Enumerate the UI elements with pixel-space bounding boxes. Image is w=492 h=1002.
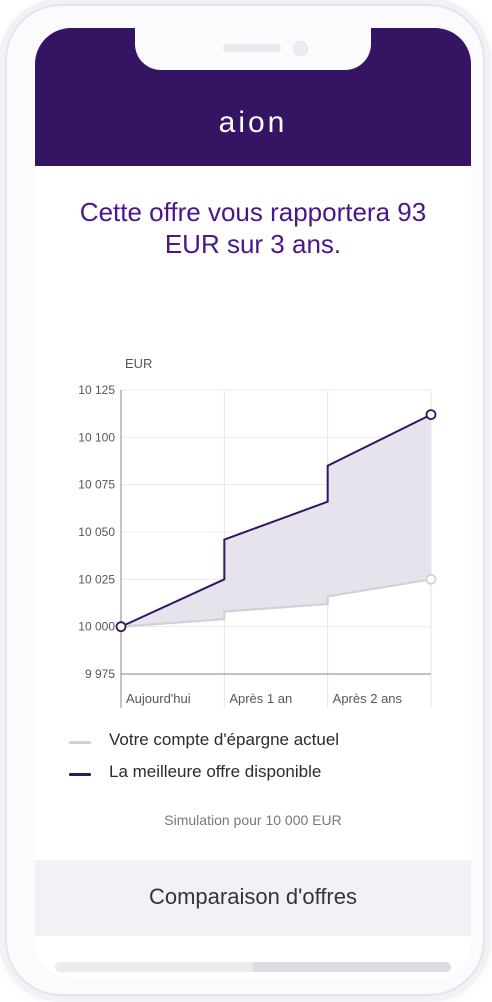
simulation-note: Simulation pour 10 000 EUR bbox=[164, 812, 342, 828]
legend-label-best: La meilleure offre disponible bbox=[109, 762, 322, 781]
offer-headline: Cette offre vous rapportera 93 EUR sur 3… bbox=[79, 197, 427, 259]
aion-logo: aion bbox=[218, 106, 288, 139]
savings-chart: EUR 10 125 10 100 10 075 10 050 10 025 10 000 9… bbox=[78, 356, 437, 708]
legend-label-current: Votre compte d'épargne actuel bbox=[109, 730, 340, 749]
phone-notch bbox=[135, 28, 371, 70]
camera-icon bbox=[293, 41, 308, 56]
y-tick-label: 10 025 bbox=[78, 572, 115, 586]
y-tick-label: 10 000 bbox=[78, 620, 115, 634]
y-tick-label: 10 075 bbox=[78, 478, 115, 492]
x-tick-label: Après 1 an bbox=[229, 691, 292, 706]
best-offer-line bbox=[120, 413, 432, 628]
best-offer-end-point bbox=[425, 409, 437, 421]
start-point bbox=[115, 621, 127, 633]
current-account-line bbox=[120, 578, 432, 628]
y-tick-label: 10 100 bbox=[78, 430, 115, 444]
legend-swatch-best bbox=[69, 773, 91, 776]
compare-offers-section[interactable]: Comparaison d'offres bbox=[35, 860, 471, 936]
y-tick-label: 9 975 bbox=[85, 667, 115, 681]
phone-frame: aion Cette offre vous rapportera 93 EUR … bbox=[5, 4, 485, 996]
y-tick-label: 10 125 bbox=[78, 383, 115, 397]
legend-swatch-current bbox=[69, 741, 91, 744]
x-tick-label: Aujourd'hui bbox=[126, 691, 191, 706]
x-tick-label: Après 2 ans bbox=[333, 691, 403, 706]
gain-area bbox=[121, 414, 431, 627]
y-axis-label: EUR bbox=[125, 356, 152, 371]
speaker-icon bbox=[223, 44, 281, 52]
app-screen: aion Cette offre vous rapportera 93 EUR … bbox=[35, 28, 471, 978]
current-account-end-point bbox=[425, 573, 437, 585]
y-tick-label: 10 050 bbox=[78, 525, 115, 539]
bottom-scroll-bar[interactable] bbox=[55, 962, 451, 972]
bottom-bar-segment bbox=[253, 962, 451, 972]
